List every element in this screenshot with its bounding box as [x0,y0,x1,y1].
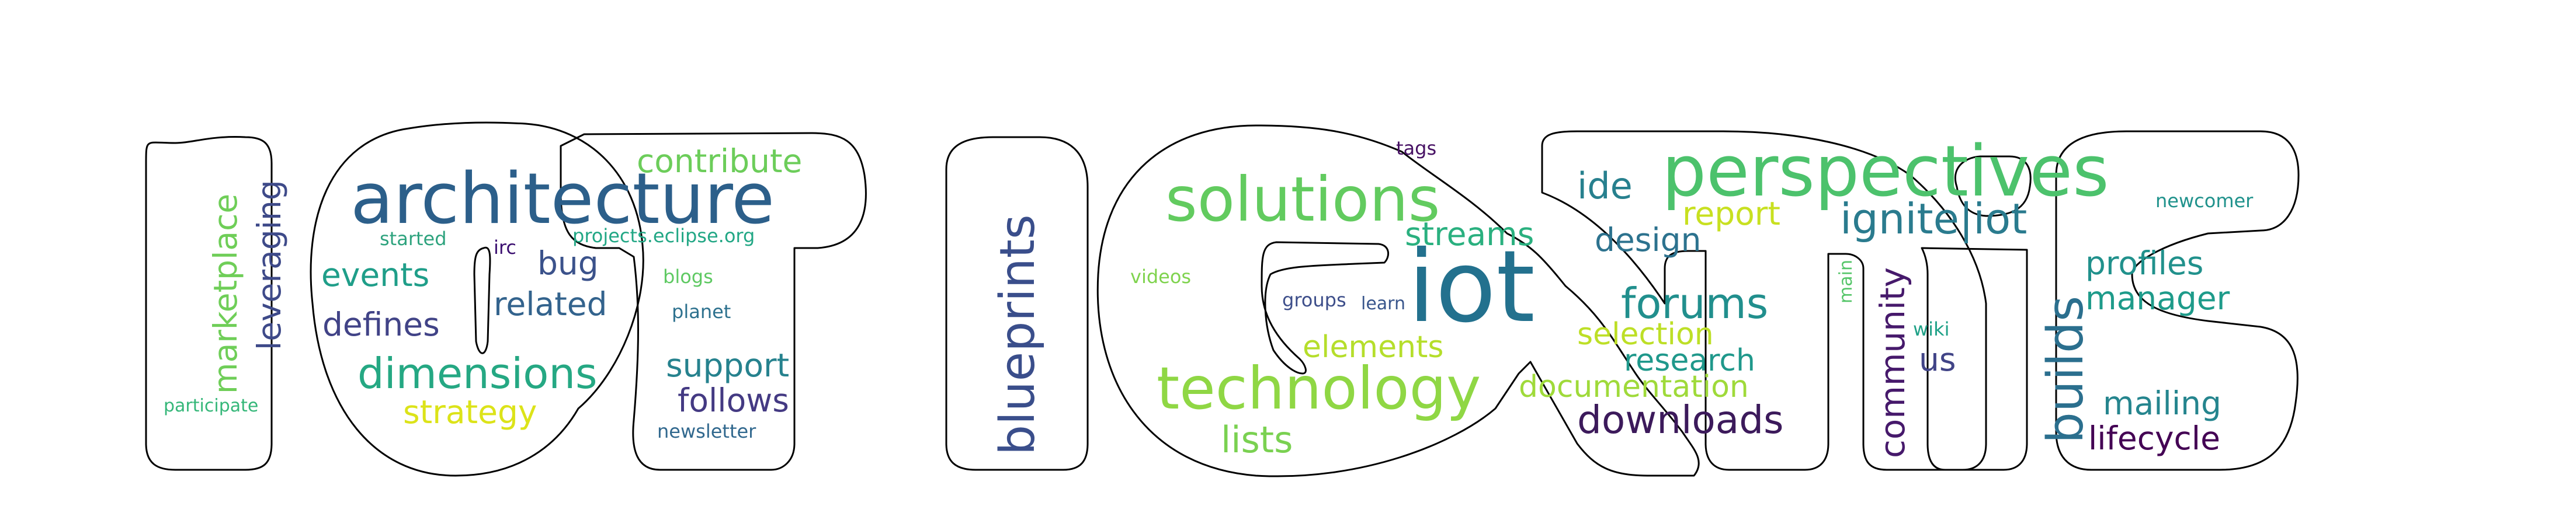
word-builds: builds [2037,296,2095,444]
word-groups: groups [1282,289,1346,311]
word-forums: forums [1621,279,1768,328]
word-elements: elements [1303,330,1444,365]
word-participate: participate [164,396,258,416]
word-related: related [494,285,607,323]
word-manager: manager [2085,280,2230,317]
word-solutions: solutions [1165,164,1440,235]
word-architecture: architecture [350,159,775,240]
word-videos: videos [1130,266,1191,288]
word-wiki: wiki [1913,318,1949,340]
word-contribute: contribute [637,142,802,180]
word-streams: streams [1405,215,1534,253]
word-learn: learn [1361,294,1405,314]
word-tags: tags [1396,137,1436,159]
word-lists: lists [1221,418,1293,461]
letter-i-left-outline [145,136,273,471]
logo-outline [145,121,2300,477]
word-follows: follows [678,382,789,419]
word-downloads: downloads [1577,397,1784,442]
word-research: research [1624,343,1755,378]
word-leveraging: leveraging [251,180,288,350]
word-design: design [1595,221,1701,259]
word-lifecycle: lifecycle [2088,420,2220,457]
word-documentation: documentation [1519,369,1749,404]
word-blogs: blogs [663,266,713,288]
letter-g-outline [1096,124,1700,477]
word-mailing: mailing [2103,385,2221,422]
word-selection: selection [1577,317,1714,352]
letter-o-outline [310,121,644,477]
word-report: report [1682,195,1780,232]
letter-t-outline [560,132,867,471]
word-marketplace: marketplace [207,194,244,394]
word-community: community [1873,267,1912,458]
letter-i-right-outline [945,136,1089,471]
word-newcomer: newcomer [2155,190,2254,212]
word-perspectives: perspectives [1662,131,2109,212]
word-support: support [666,347,789,384]
letter-t-inner-outline [1921,247,2028,471]
word-profiles: profiles [2085,245,2203,282]
word-blueprints: blueprints [990,214,1046,455]
word-strategy: strategy [403,393,537,431]
word-technology: technology [1157,354,1481,423]
letter-n-outline [1541,130,1987,471]
word-irc: irc [494,236,516,259]
word-iot: iot [1408,229,1535,345]
word-ide: ide [1577,165,1633,207]
word-ignite-iot: ignite|iot [1840,194,2027,244]
word-planet: planet [672,301,731,323]
word-events: events [321,256,429,294]
word-main: main [1836,260,1856,303]
word-defines: defines [322,306,440,343]
word-bug: bug [537,245,599,282]
word-us: us [1919,341,1956,378]
word-started: started [380,228,447,250]
letter-e-outline [2055,130,2300,471]
word-newsletter: newsletter [657,420,756,442]
word-dimensions: dimensions [357,349,597,398]
word-projects-eclipse-org: projects.eclipse.org [572,225,755,247]
letter-dot-outline [1954,155,2032,217]
